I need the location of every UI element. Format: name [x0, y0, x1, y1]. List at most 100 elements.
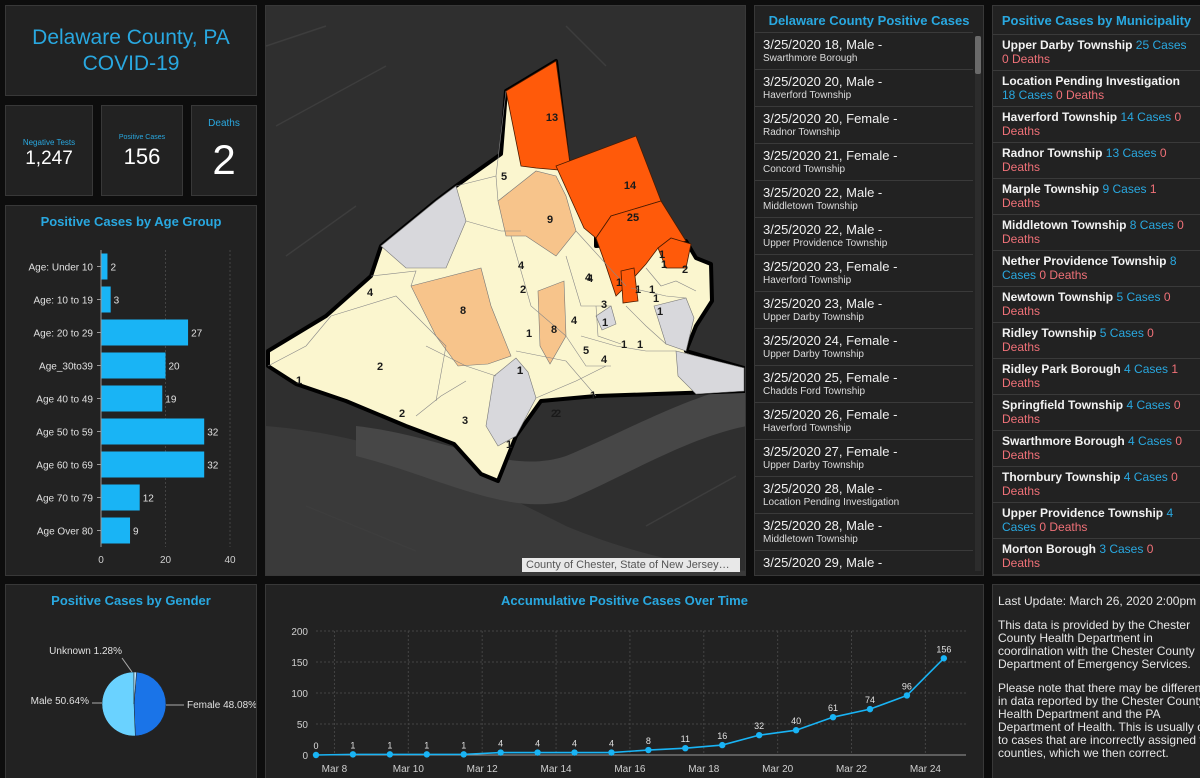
age-bar[interactable] [101, 451, 205, 478]
line-data-point[interactable] [755, 731, 763, 739]
line-data-point[interactable] [866, 705, 874, 713]
line-data-point[interactable] [719, 741, 726, 749]
municipality-item[interactable]: Upper Chichester Township 3 Cases 0 Deat… [993, 574, 1200, 575]
municipality-item[interactable]: Morton Borough 3 Cases 0 Deaths [993, 538, 1200, 574]
line-data-point[interactable] [903, 692, 911, 699]
municipality-item[interactable]: Nether Providence Township 8 Cases 0 Dea… [993, 250, 1200, 286]
gender-pie-slice[interactable] [133, 671, 167, 737]
municipality-name: Swarthmore Borough [1002, 434, 1125, 448]
line-data-point[interactable] [608, 749, 615, 756]
line-data-point[interactable] [386, 751, 394, 758]
age-value-label: 32 [207, 428, 219, 439]
line-x-tick-label: Mar 24 [910, 764, 942, 775]
positive-cases-value: 156 [123, 144, 161, 169]
line-data-point[interactable] [460, 751, 467, 758]
case-list-item[interactable]: 3/25/2020 22, Male - Upper Providence Tow… [755, 217, 973, 254]
district-upper-darby[interactable] [595, 200, 687, 297]
municipality-list[interactable]: Upper Darby Township 25 Cases 0 Deaths Lo… [993, 34, 1200, 575]
line-data-point[interactable] [423, 751, 430, 758]
municipality-item[interactable]: Middletown Township 8 Cases 0 Deaths [993, 214, 1200, 250]
case-list-item[interactable]: 3/25/2020 29, Male - [755, 550, 973, 575]
line-data-point[interactable] [792, 727, 800, 734]
district-zero-2[interactable] [485, 357, 537, 447]
line-data-point[interactable] [829, 713, 837, 721]
district-zero-4[interactable] [675, 350, 745, 395]
age-category-label: Age 50 to 59 [36, 428, 93, 439]
district-radnor[interactable] [505, 60, 572, 172]
gender-pie-slice[interactable] [133, 671, 137, 705]
district-label: 8 [460, 305, 466, 317]
cases-list-scrollbar[interactable] [975, 36, 981, 571]
case-list-item[interactable]: 3/25/2020 22, Male - Middletown Township [755, 180, 973, 217]
district-nether-providence[interactable] [537, 280, 567, 365]
municipality-item[interactable]: Marple Township 9 Cases 1 Deaths [993, 178, 1200, 214]
line-data-point[interactable] [349, 751, 357, 758]
municipality-item[interactable]: Newtown Township 5 Cases 0 Deaths [993, 286, 1200, 322]
district-upper-darby-2[interactable] [657, 237, 692, 269]
cases-list-scroll-thumb[interactable] [975, 36, 981, 74]
line-data-point[interactable] [534, 749, 541, 756]
line-data-point[interactable] [645, 746, 652, 754]
case-list-item[interactable]: 3/25/2020 18, Male - Swarthmore Borough [755, 32, 973, 69]
case-municipality: Middletown Township [763, 201, 858, 212]
municipality-item[interactable]: Upper Darby Township 25 Cases 0 Deaths [993, 34, 1200, 70]
municipality-item[interactable]: Swarthmore Borough 4 Cases 0 Deaths [993, 430, 1200, 466]
case-list-item[interactable]: 3/25/2020 23, Female - Haverford Township [755, 254, 973, 291]
line-x-tick-label: Mar 8 [322, 764, 348, 775]
case-list-item[interactable]: 3/25/2020 25, Female - Chadds Ford Townsh… [755, 365, 973, 402]
district-label: 1 [506, 439, 512, 451]
age-bar[interactable] [101, 286, 111, 313]
line-data-point[interactable] [940, 655, 948, 662]
case-list-item[interactable]: 3/25/2020 20, Male - Haverford Township [755, 69, 973, 106]
municipality-item[interactable]: Haverford Township 14 Cases 0 Deaths [993, 106, 1200, 142]
case-list-item[interactable]: 3/25/2020 26, Female - Haverford Township [755, 402, 973, 439]
age-bar[interactable] [101, 418, 205, 445]
age-bar[interactable] [101, 484, 140, 511]
map-panel[interactable]: 13 14 25 5 9 4 8 4 2 4 1 8 4 3 1 1 1 1 1 1 1 2 4 5 4 1 1 1 2 2 1 2 3 2 1 1 1… [265, 5, 746, 576]
case-date-age-gender: 3/25/2020 28, Male - [763, 518, 883, 533]
case-list-item[interactable]: 3/25/2020 23, Male - Upper Darby Township [755, 291, 973, 328]
municipality-deaths: 0 Deaths [1002, 326, 1154, 354]
municipality-item[interactable]: Location Pending Investigation 18 Cases … [993, 70, 1200, 106]
line-data-point[interactable] [682, 744, 689, 752]
municipality-item[interactable]: Thornbury Township 4 Cases 0 Deaths [993, 466, 1200, 502]
municipality-item[interactable]: Radnor Township 13 Cases 0 Deaths [993, 142, 1200, 178]
district-label: 1 [661, 259, 667, 271]
case-list-item[interactable]: 3/25/2020 27, Female - Upper Darby Townsh… [755, 439, 973, 476]
municipality-deaths: 0 Deaths [1002, 52, 1051, 66]
age-bar[interactable] [101, 517, 131, 544]
district-zero-3[interactable] [653, 297, 695, 352]
age-bar[interactable] [101, 319, 189, 346]
district-middletown[interactable] [410, 267, 512, 367]
pie-label-unknown: Unknown 1.28% [49, 646, 122, 657]
municipality-item[interactable]: Ridley Township 5 Cases 0 Deaths [993, 322, 1200, 358]
case-municipality: Concord Township [763, 164, 846, 175]
gender-pie-slice[interactable] [101, 671, 136, 737]
case-list-item[interactable]: 3/25/2020 28, Male - Location Pending Inv… [755, 476, 973, 513]
case-list-item[interactable]: 3/25/2020 28, Male - Middletown Township [755, 513, 973, 550]
positive-cases-panel: Positive Cases 156 [101, 105, 183, 196]
age-bar[interactable] [101, 253, 108, 280]
cases-list[interactable]: 3/25/2020 18, Male - Swarthmore Borough 3/… [755, 32, 973, 575]
municipality-item[interactable]: Springfield Township 4 Cases 0 Deaths [993, 394, 1200, 430]
age-bar[interactable] [101, 385, 163, 412]
municipality-item[interactable]: Upper Providence Township 4 Cases 0 Deat… [993, 502, 1200, 538]
case-list-item[interactable]: 3/25/2020 21, Female - Concord Township [755, 143, 973, 180]
municipality-name: Nether Providence Township [1002, 254, 1167, 268]
case-list-item[interactable]: 3/25/2020 24, Female - Upper Darby Townsh… [755, 328, 973, 365]
line-y-tick-label: 100 [291, 689, 308, 700]
district-lansdowne[interactable] [620, 267, 639, 304]
municipality-cases: 9 Cases [1102, 182, 1147, 196]
district-zero-5[interactable] [595, 305, 617, 331]
case-list-item[interactable]: 3/25/2020 20, Female - Radnor Township [755, 106, 973, 143]
age-group-chart: 0 20 40 Age: Under 10 2 Age: 10 to 19 3 Age: 20… [29, 250, 236, 566]
municipality-item[interactable]: Ridley Park Borough 4 Cases 1 Deaths [993, 358, 1200, 394]
line-data-point[interactable] [497, 749, 504, 756]
age-value-label: 3 [114, 296, 120, 307]
line-data-point[interactable] [312, 751, 320, 759]
age-bar[interactable] [101, 352, 166, 379]
line-x-tick-label: Mar 14 [540, 764, 572, 775]
district-label: 4 [601, 354, 608, 366]
line-data-point[interactable] [571, 749, 578, 756]
